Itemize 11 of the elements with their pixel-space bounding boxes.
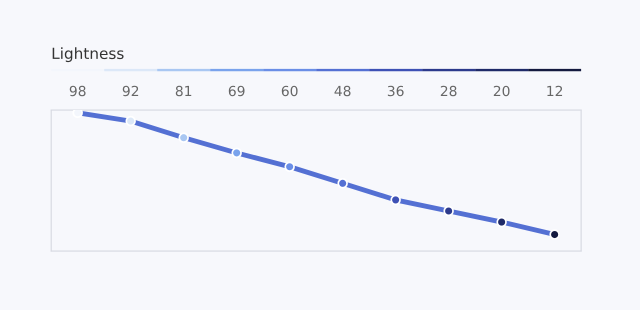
x-tick-label: 28 <box>440 86 457 96</box>
chart-title: Lightness <box>52 47 124 62</box>
x-tick-label: 12 <box>547 86 562 96</box>
x-tick-label: 69 <box>228 86 245 96</box>
x-tick-label: 92 <box>122 86 138 96</box>
x-tick-label: 48 <box>334 86 351 96</box>
x-tick-label: 81 <box>176 86 192 96</box>
x-tick-label: 20 <box>494 86 510 96</box>
x-tick-label: 98 <box>70 86 86 96</box>
x-tick-label: 36 <box>388 86 404 96</box>
x-tick-label: 60 <box>282 86 298 96</box>
